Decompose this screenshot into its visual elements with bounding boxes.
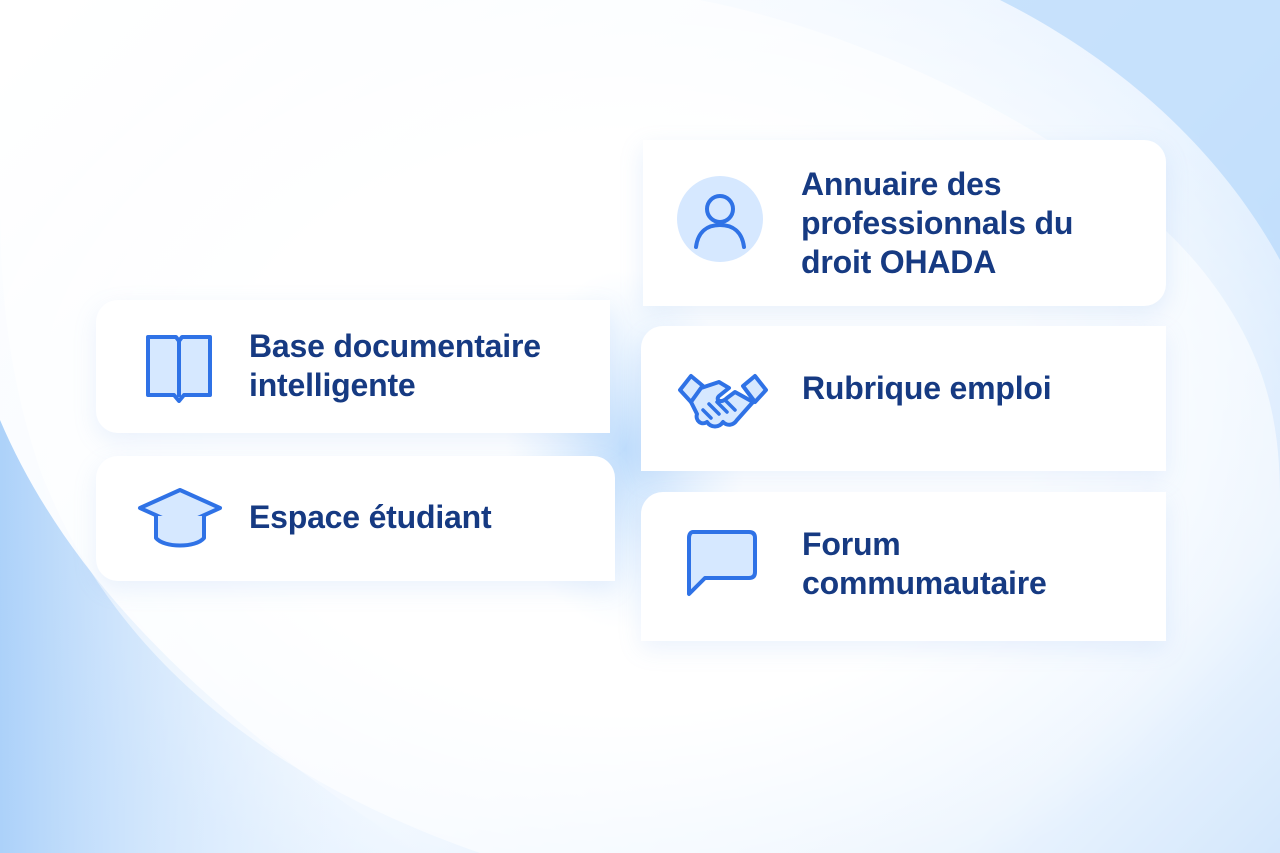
card-label: Rubrique emploi [802,369,1052,408]
card-label-line: Espace étudiant [249,499,492,535]
open-book-icon [144,331,214,403]
card-label-line: Base documentaire [249,328,541,364]
card-label-line: intelligente [249,367,416,403]
card-label: Annuaire des professionnals du droit OHA… [801,165,1073,282]
handshake-icon [677,368,769,438]
card-label-line: Rubrique emploi [802,370,1052,406]
card-label-line: droit OHADA [801,244,997,280]
card-rubrique-emploi[interactable]: Rubrique emploi [641,326,1166,471]
card-label-line: Annuaire des [801,166,1002,202]
card-annuaire[interactable]: Annuaire des professionnals du droit OHA… [643,140,1166,306]
card-label: Base documentaire intelligente [249,327,541,405]
graduation-cap-icon [136,486,224,552]
chat-bubble-icon [683,528,759,600]
card-forum[interactable]: Forum commumautaire [641,492,1166,641]
card-espace-etudiant[interactable]: Espace étudiant [96,456,615,581]
user-icon [677,176,763,262]
card-base-documentaire[interactable]: Base documentaire intelligente [96,300,610,433]
card-label: Forum commumautaire [802,525,1047,603]
card-label-line: commumautaire [802,565,1047,601]
card-label-line: Forum [802,526,901,562]
card-label: Espace étudiant [249,498,492,537]
card-label-line: professionnals du [801,205,1074,241]
